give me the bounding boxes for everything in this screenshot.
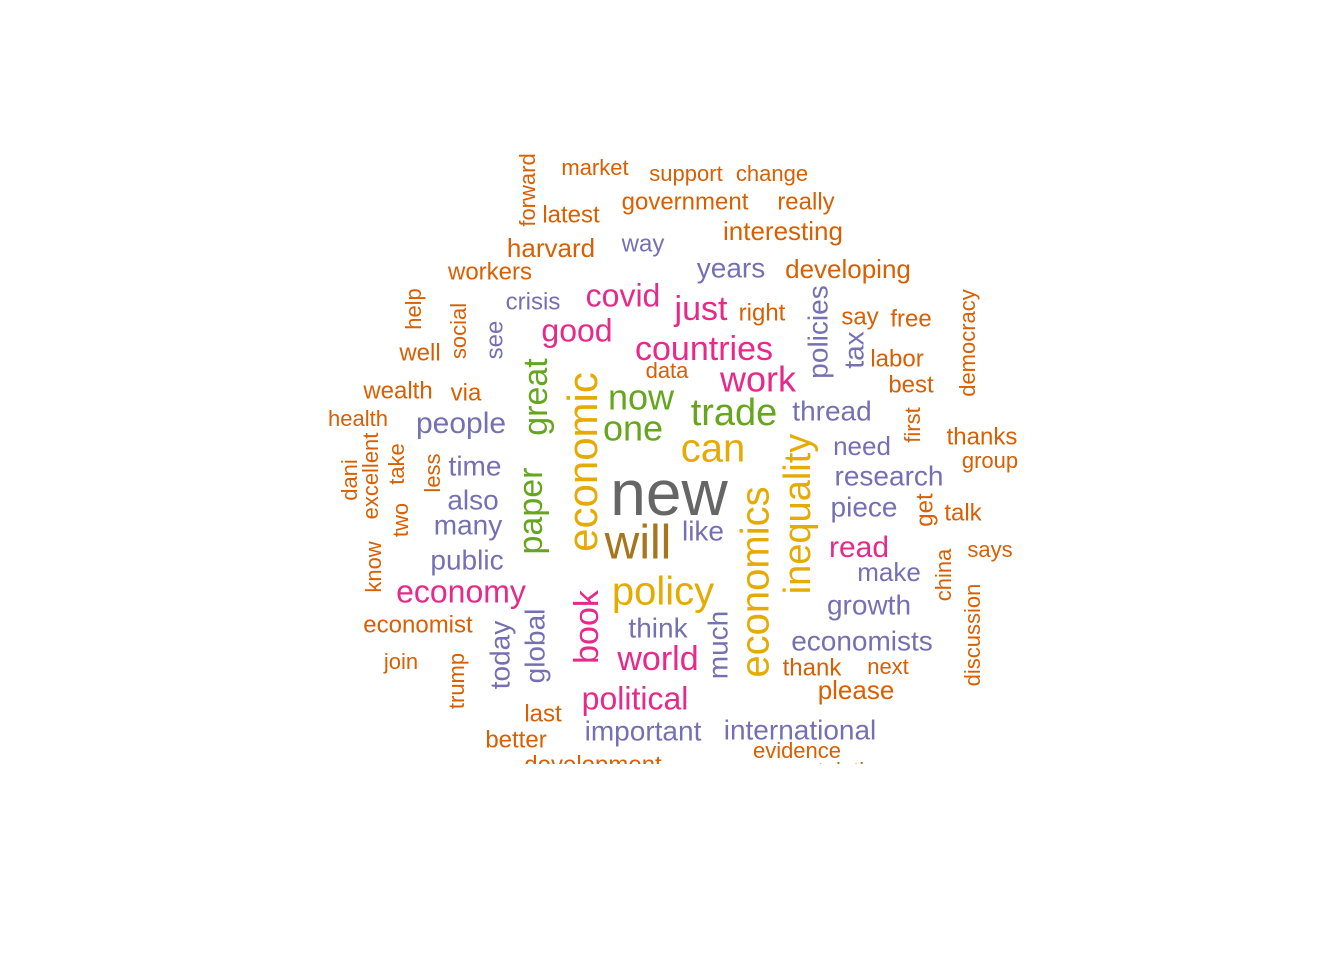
word-take: take (384, 443, 409, 485)
word-new: new (610, 457, 728, 529)
word-market: market (561, 155, 628, 180)
word-get: get (911, 493, 938, 527)
word-economist: economist (363, 611, 473, 638)
word-way: way (621, 230, 665, 257)
word-trade: trade (691, 392, 778, 434)
word-also: also (447, 484, 498, 515)
word-developing: developing (785, 254, 911, 284)
word-covid: covid (586, 277, 661, 313)
word-really: really (777, 188, 834, 215)
word-now: now (608, 377, 675, 418)
word-can: can (681, 427, 746, 471)
word-via: via (451, 379, 482, 406)
word-economists: economists (791, 625, 933, 656)
word-free: free (890, 305, 931, 332)
word-change: change (736, 161, 808, 186)
word-thank: thank (783, 654, 843, 681)
word-latest: latest (542, 201, 600, 228)
word-paper: paper (512, 468, 550, 555)
word-first: first (900, 407, 925, 442)
word-growth: growth (827, 589, 911, 620)
word-see: see (481, 321, 508, 360)
word-join: join (383, 649, 418, 674)
word-workers: workers (447, 258, 532, 285)
word-great: great (517, 358, 555, 436)
word-piece: piece (831, 491, 898, 522)
word-time: time (449, 450, 502, 481)
word-book: book (568, 589, 606, 664)
word-forward: forward (515, 153, 540, 226)
word-like: like (682, 515, 724, 546)
word-need: need (833, 431, 891, 461)
word-years: years (697, 252, 765, 283)
word-please: please (818, 675, 895, 705)
word-crisis: crisis (506, 288, 561, 315)
word-china: china (931, 548, 956, 601)
word-social: social (446, 303, 471, 359)
word-interesting: interesting (723, 216, 843, 246)
word-make: make (857, 557, 921, 587)
word-people: people (416, 407, 506, 440)
word-better: better (485, 726, 546, 753)
word-dani: dani (337, 459, 362, 501)
word-democracy: democracy (955, 289, 980, 397)
word-say: say (841, 303, 878, 330)
word-public: public (430, 544, 503, 575)
word-important: important (585, 715, 702, 746)
word-last: last (524, 700, 562, 727)
word-thread: thread (792, 395, 871, 426)
word-congratulations: congratulations (750, 758, 899, 783)
word-less: less (420, 453, 445, 492)
word-work: work (719, 359, 797, 400)
word-excellent: excellent (358, 433, 383, 520)
word-says: says (967, 537, 1012, 562)
word-two: two (388, 503, 413, 537)
word-one: one (603, 408, 663, 449)
word-much: much (702, 611, 733, 679)
word-will: will (604, 517, 672, 570)
word-thanks: thanks (947, 423, 1018, 450)
word-group: group (962, 448, 1018, 473)
word-just: just (674, 290, 728, 328)
word-inequality: inequality (777, 434, 819, 595)
word-harvard: harvard (507, 233, 595, 263)
word-global: global (519, 609, 550, 684)
word-well: well (398, 339, 440, 366)
word-right: right (739, 299, 786, 326)
word-policies: policies (802, 285, 833, 378)
word-government: government (622, 188, 749, 215)
word-countries: countries (635, 330, 773, 368)
word-trump: trump (444, 653, 469, 709)
word-tax: tax (838, 331, 869, 368)
word-economic: economic (559, 372, 606, 552)
word-world: world (616, 640, 698, 678)
word-good: good (541, 312, 612, 348)
word-know: know (361, 541, 386, 592)
word-help: help (401, 288, 426, 330)
word-best: best (888, 371, 934, 398)
word-policy: policy (612, 570, 714, 614)
word-think: think (628, 612, 688, 643)
word-economy: economy (396, 573, 526, 609)
word-data: data (646, 358, 690, 383)
word-health: health (328, 406, 388, 431)
word-talk: talk (944, 499, 982, 526)
word-evidence: evidence (753, 738, 841, 763)
word-labor: labor (870, 345, 923, 372)
word-next: next (867, 654, 909, 679)
word-many: many (434, 509, 502, 540)
word-economics: economics (734, 486, 778, 677)
word-political: political (582, 680, 689, 716)
word-international: international (724, 714, 877, 745)
word-research: research (835, 460, 944, 491)
word-wealth: wealth (362, 377, 432, 404)
word-read: read (829, 531, 889, 564)
word-today: today (484, 621, 515, 690)
word-discussion: discussion (960, 584, 985, 687)
word-development: development (524, 751, 662, 778)
word-support: support (649, 161, 722, 186)
